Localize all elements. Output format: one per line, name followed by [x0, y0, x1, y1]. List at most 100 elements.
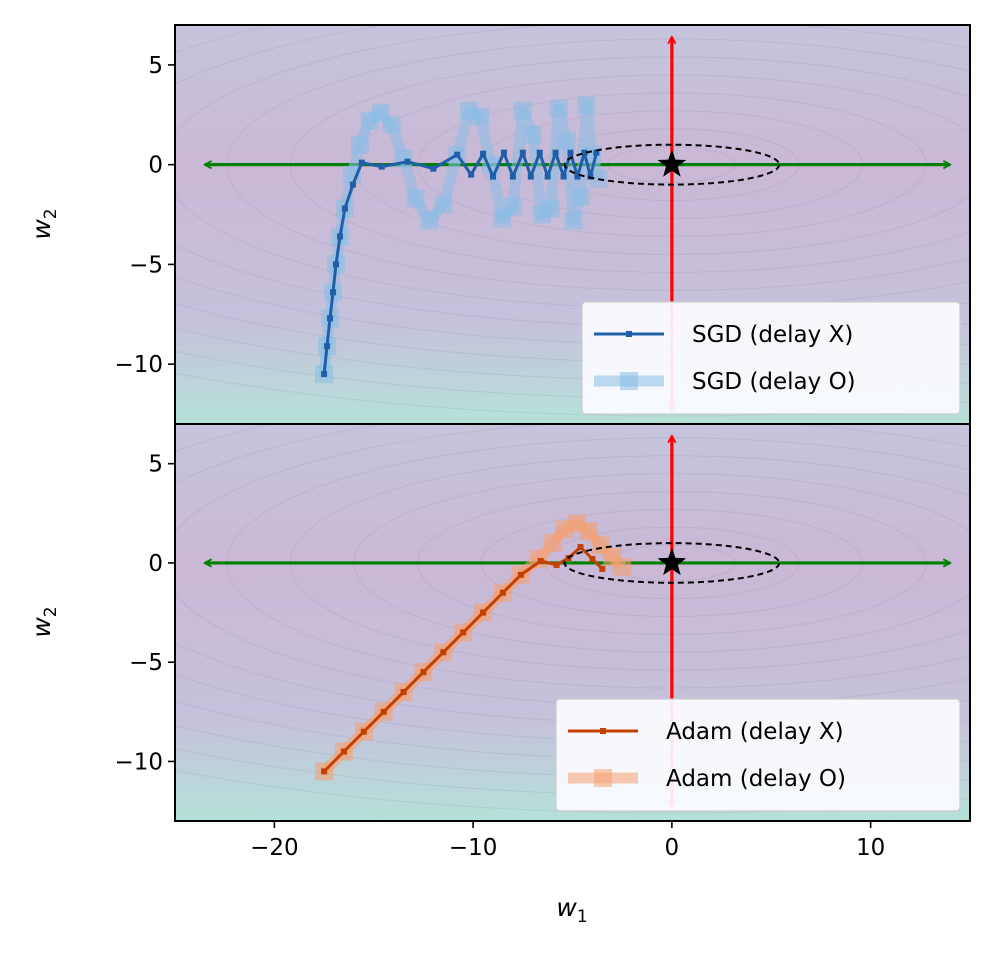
bottom-y-ticks: 5 0 −5 −10: [114, 452, 175, 775]
data-point: [350, 135, 369, 154]
data-point: [537, 557, 544, 564]
data-point: [440, 649, 447, 656]
data-point: [382, 115, 401, 134]
data-point: [544, 173, 551, 180]
data-point: [454, 151, 461, 158]
x-tick-label: −20: [250, 835, 299, 861]
data-point: [513, 101, 532, 120]
data-point: [404, 158, 411, 165]
data-point: [571, 187, 590, 206]
data-point: [574, 173, 581, 180]
data-point: [560, 173, 567, 180]
bottom-panel: 50−5−10 −20 −10 0 10 w2 w1 Adam (delay X)Ad…: [27, 423, 971, 927]
data-point: [430, 165, 437, 172]
data-point: [420, 211, 439, 230]
data-point: [527, 173, 534, 180]
data-point: [480, 609, 487, 616]
y-tick-label: −5: [129, 252, 163, 278]
data-point: [480, 150, 487, 157]
bottom-legend: Adam (delay X) Adam (delay O): [555, 698, 961, 812]
y-tick-label: −5: [129, 650, 163, 676]
legend-label: Adam (delay O): [666, 766, 846, 792]
data-point: [567, 149, 574, 156]
data-point: [523, 125, 542, 144]
data-point: [577, 544, 584, 551]
data-point: [552, 149, 559, 156]
data-point: [517, 571, 524, 578]
data-point: [327, 315, 334, 322]
y-tick-label: 5: [148, 452, 163, 478]
x-tick-label: 0: [665, 835, 680, 861]
data-point: [378, 163, 385, 170]
target-ellipse: [563, 542, 781, 584]
data-point: [358, 159, 365, 166]
data-point: [330, 289, 337, 296]
data-point: [503, 197, 522, 216]
data-point: [581, 149, 588, 156]
data-point: [589, 555, 596, 562]
legend-marker: [594, 769, 612, 787]
data-point: [349, 181, 356, 188]
top-series: [315, 95, 608, 384]
data-point: [599, 565, 606, 572]
legend-label: SGD (delay O): [692, 369, 856, 395]
top-legend: SGD (delay X) SGD (delay O): [581, 301, 961, 415]
top-extras: [563, 143, 781, 186]
legend-box: [581, 301, 961, 415]
data-point: [460, 629, 467, 636]
data-point: [380, 708, 387, 715]
legend-label: Adam (delay X): [666, 719, 844, 745]
data-point: [549, 99, 568, 118]
x-tick-label: −10: [449, 835, 498, 861]
optimum-star: [657, 548, 687, 576]
x-axis-label: w1: [556, 893, 587, 927]
top-y-axis-label: w2: [27, 208, 61, 239]
legend-marker: [620, 372, 638, 390]
legend-marker: [600, 728, 606, 734]
data-point: [536, 149, 543, 156]
target-ellipse: [563, 143, 781, 186]
y-tick-label: −10: [114, 749, 163, 775]
data-point: [541, 199, 560, 218]
data-point: [360, 728, 367, 735]
data-point: [341, 205, 348, 212]
contour-ring: [175, 769, 970, 814]
data-point: [593, 149, 600, 156]
data-point: [509, 173, 516, 180]
data-point: [340, 748, 347, 755]
data-point: [557, 131, 576, 150]
data-point: [324, 343, 331, 350]
bottom-extras: [563, 542, 781, 584]
data-point: [543, 534, 562, 553]
optimum-star: [657, 149, 687, 177]
contour-ring: [175, 372, 970, 417]
top-y-ticks: 5 0 −5 −10: [114, 53, 175, 378]
data-point: [321, 768, 328, 775]
data-point: [564, 211, 583, 230]
data-point: [613, 557, 632, 576]
data-point: [471, 107, 490, 126]
top-panel: 5 0 −5 −10 w2 SGD (delay X) SGD (delay O): [27, 24, 971, 425]
bottom-plot-frame: [174, 423, 971, 822]
bottom-y-axis-label: w2: [27, 606, 61, 637]
data-point: [468, 171, 475, 178]
data-point: [553, 561, 560, 568]
legend-box: [555, 698, 961, 812]
data-point: [579, 522, 598, 541]
data-point: [400, 688, 407, 695]
data-point: [406, 189, 425, 208]
data-point: [332, 261, 339, 268]
data-point: [499, 589, 506, 596]
y-tick-label: 0: [148, 551, 163, 577]
data-point: [577, 95, 596, 114]
bottom-x-ticks: −20 −10 0 10: [250, 821, 885, 861]
y-tick-label: 0: [148, 153, 163, 179]
legend-marker: [626, 331, 632, 337]
data-point: [490, 173, 496, 180]
y-tick-label: 5: [148, 53, 163, 79]
data-point: [434, 195, 453, 214]
legend-label: SGD (delay X): [692, 322, 853, 348]
data-point: [420, 669, 427, 676]
y-tick-label: −10: [114, 352, 163, 378]
